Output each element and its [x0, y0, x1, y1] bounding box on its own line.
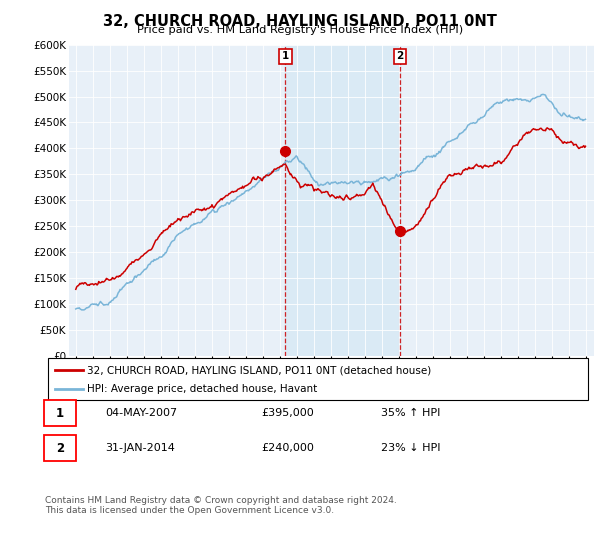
Text: 2: 2 — [56, 441, 64, 455]
Text: 1: 1 — [281, 51, 289, 61]
Text: 04-MAY-2007: 04-MAY-2007 — [105, 408, 177, 418]
Text: £240,000: £240,000 — [261, 443, 314, 453]
Bar — [285, 45, 400, 356]
Text: £395,000: £395,000 — [261, 408, 314, 418]
Text: 31-JAN-2014: 31-JAN-2014 — [105, 443, 175, 453]
Text: 23% ↓ HPI: 23% ↓ HPI — [381, 443, 440, 453]
Text: 2: 2 — [397, 51, 404, 61]
Text: 32, CHURCH ROAD, HAYLING ISLAND, PO11 0NT: 32, CHURCH ROAD, HAYLING ISLAND, PO11 0N… — [103, 14, 497, 29]
Text: 1: 1 — [56, 407, 64, 420]
Text: HPI: Average price, detached house, Havant: HPI: Average price, detached house, Hava… — [87, 384, 317, 394]
Text: Contains HM Land Registry data © Crown copyright and database right 2024.
This d: Contains HM Land Registry data © Crown c… — [45, 496, 397, 515]
Text: Price paid vs. HM Land Registry's House Price Index (HPI): Price paid vs. HM Land Registry's House … — [137, 25, 463, 35]
Text: 35% ↑ HPI: 35% ↑ HPI — [381, 408, 440, 418]
Text: 32, CHURCH ROAD, HAYLING ISLAND, PO11 0NT (detached house): 32, CHURCH ROAD, HAYLING ISLAND, PO11 0N… — [87, 365, 431, 375]
